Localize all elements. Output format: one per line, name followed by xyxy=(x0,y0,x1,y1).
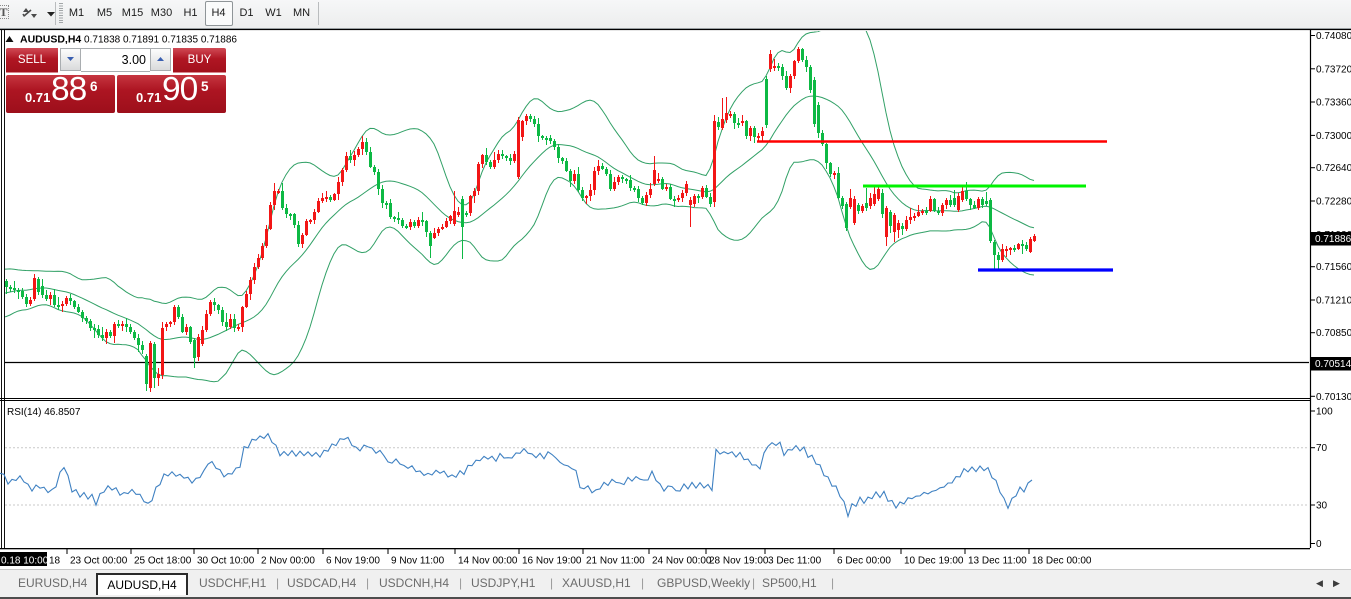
svg-text:28 Nov 19:00: 28 Nov 19:00 xyxy=(709,556,769,567)
svg-text:13 Dec 11:00: 13 Dec 11:00 xyxy=(968,556,1027,567)
svg-text:0.73000: 0.73000 xyxy=(1316,131,1351,142)
svg-text:6 Dec 00:00: 6 Dec 00:00 xyxy=(837,556,891,567)
svg-text:0.71886: 0.71886 xyxy=(1315,234,1351,245)
svg-text:24 Nov 00:00: 24 Nov 00:00 xyxy=(652,556,712,567)
svg-text:9 Nov 11:00: 9 Nov 11:00 xyxy=(391,556,445,567)
svg-text:0: 0 xyxy=(1316,539,1322,550)
svg-text:RSI(14) 46.8507: RSI(14) 46.8507 xyxy=(7,407,81,418)
svg-text:AUDUSD,H4 0.71838 0.71891 0.7: AUDUSD,H4 0.71838 0.71891 0.71835 0.7188… xyxy=(20,34,237,46)
svg-text:30 Oct 10:00: 30 Oct 10:00 xyxy=(197,556,255,567)
svg-text:100: 100 xyxy=(1316,407,1333,418)
svg-text:14 Nov 00:00: 14 Nov 00:00 xyxy=(458,556,518,567)
svg-text:70: 70 xyxy=(1316,443,1328,454)
svg-text:0.73720: 0.73720 xyxy=(1316,64,1351,75)
svg-text:0.72640: 0.72640 xyxy=(1316,163,1351,174)
svg-text:18 Dec 00:00: 18 Dec 00:00 xyxy=(1032,556,1092,567)
svg-text:0.70130: 0.70130 xyxy=(1316,392,1351,403)
svg-text:0.74080: 0.74080 xyxy=(1316,31,1351,42)
svg-text:25 Oct 18:00: 25 Oct 18:00 xyxy=(134,556,192,567)
svg-text:0.18 10:00: 0.18 10:00 xyxy=(1,556,49,567)
svg-text:6 Nov 19:00: 6 Nov 19:00 xyxy=(326,556,380,567)
svg-text:0.71560: 0.71560 xyxy=(1316,262,1351,273)
svg-text:0.73360: 0.73360 xyxy=(1316,98,1351,109)
svg-text:23 Oct 00:00: 23 Oct 00:00 xyxy=(70,556,128,567)
svg-text:18: 18 xyxy=(49,556,61,567)
svg-text:10 Dec 19:00: 10 Dec 19:00 xyxy=(904,556,964,567)
svg-text:16 Nov 19:00: 16 Nov 19:00 xyxy=(522,556,582,567)
svg-text:0.70514: 0.70514 xyxy=(1315,359,1351,370)
svg-text:21 Nov 11:00: 21 Nov 11:00 xyxy=(586,556,645,567)
svg-text:0.72280: 0.72280 xyxy=(1316,197,1351,208)
svg-text:3 Dec 11:00: 3 Dec 11:00 xyxy=(768,556,822,567)
svg-text:0.70850: 0.70850 xyxy=(1316,328,1351,339)
svg-text:0.71210: 0.71210 xyxy=(1316,296,1351,307)
svg-text:2 Nov 00:00: 2 Nov 00:00 xyxy=(261,556,315,567)
svg-text:30: 30 xyxy=(1316,501,1328,512)
